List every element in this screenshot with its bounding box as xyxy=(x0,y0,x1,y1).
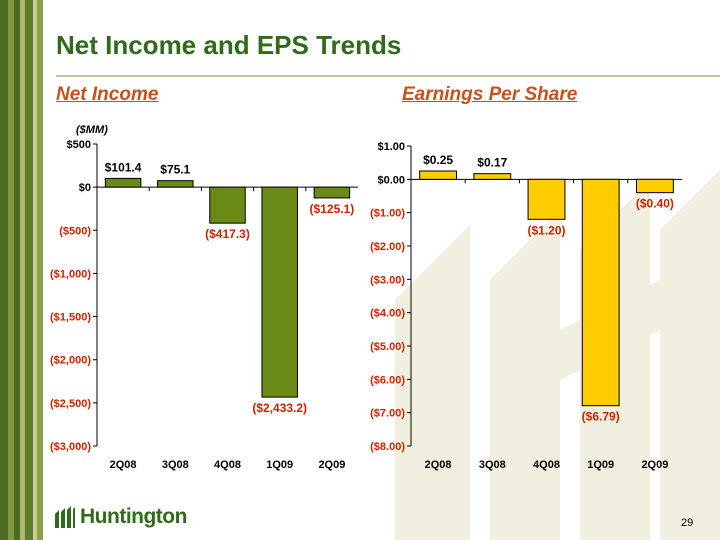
data-label: ($6.79) xyxy=(582,410,620,424)
category-label: 2Q09 xyxy=(318,459,345,471)
stripe xyxy=(0,0,8,540)
page-title: Net Income and EPS Trends xyxy=(56,30,402,60)
y-tick-label: $1.00 xyxy=(377,141,405,153)
left-stripes xyxy=(0,0,43,540)
eps-subtitle: Earnings Per Share xyxy=(402,84,578,105)
y-tick-label: ($3.00) xyxy=(370,274,405,286)
y-tick-label: ($1,500) xyxy=(50,312,91,324)
category-label: 2Q08 xyxy=(425,459,452,471)
stripe xyxy=(14,0,20,540)
category-label: 1Q09 xyxy=(587,459,614,471)
category-label: 3Q08 xyxy=(162,459,189,471)
stripe xyxy=(20,0,25,540)
bar xyxy=(581,178,620,407)
y-tick-label: ($8.00) xyxy=(370,441,405,453)
bar xyxy=(419,170,458,180)
y-tick-label: $500 xyxy=(67,139,91,151)
data-label: $0.17 xyxy=(477,156,507,170)
title-divider xyxy=(56,75,720,77)
bar xyxy=(157,180,194,188)
stripe xyxy=(33,0,37,540)
stripe xyxy=(25,0,33,540)
category-label: 1Q09 xyxy=(266,459,293,471)
category-label: 3Q08 xyxy=(479,459,506,471)
data-label: $75.1 xyxy=(160,163,190,177)
data-label: $101.4 xyxy=(105,160,142,174)
data-label: ($0.40) xyxy=(636,197,674,211)
data-label: $0.25 xyxy=(423,153,453,167)
category-label: 4Q08 xyxy=(214,459,241,471)
category-label: 4Q08 xyxy=(533,459,560,471)
logo-text: Huntington xyxy=(80,505,187,528)
bar xyxy=(104,177,142,188)
stripe xyxy=(8,0,14,540)
data-label: ($417.3) xyxy=(205,227,250,241)
net-income-subtitle: Net Income xyxy=(56,84,159,105)
stripe xyxy=(37,0,43,540)
bar xyxy=(261,186,298,398)
y-tick-label: ($6.00) xyxy=(370,374,405,386)
y-tick-label: ($2,000) xyxy=(50,355,91,367)
bar xyxy=(635,178,674,194)
category-label: 2Q09 xyxy=(641,459,668,471)
y-tick-label: ($5.00) xyxy=(370,341,405,353)
y-tick-label: ($2,500) xyxy=(50,398,91,410)
huntington-logo: Huntington xyxy=(54,505,187,529)
bar xyxy=(209,186,246,224)
y-tick-label: ($4.00) xyxy=(370,308,405,320)
page-number: 29 xyxy=(681,517,694,529)
y-tick-label: ($3,000) xyxy=(50,441,91,453)
y-tick-label: ($1,000) xyxy=(50,268,91,280)
logo-mark-icon xyxy=(55,506,75,528)
bar xyxy=(473,173,512,180)
y-tick-label: $0.00 xyxy=(377,174,405,186)
data-label: ($1.20) xyxy=(527,223,565,237)
bar xyxy=(527,178,566,220)
data-label: ($125.1) xyxy=(310,202,355,216)
y-tick-label: $0 xyxy=(79,182,91,194)
y-tick-label: ($2.00) xyxy=(370,241,405,253)
y-tick-label: ($500) xyxy=(59,225,91,237)
unit-label: ($MM) xyxy=(76,124,108,136)
data-label: ($2,433.2) xyxy=(252,401,307,415)
category-label: 2Q08 xyxy=(110,459,137,471)
y-tick-label: ($1.00) xyxy=(370,208,405,220)
y-tick-label: ($7.00) xyxy=(370,408,405,420)
bar xyxy=(313,186,351,199)
